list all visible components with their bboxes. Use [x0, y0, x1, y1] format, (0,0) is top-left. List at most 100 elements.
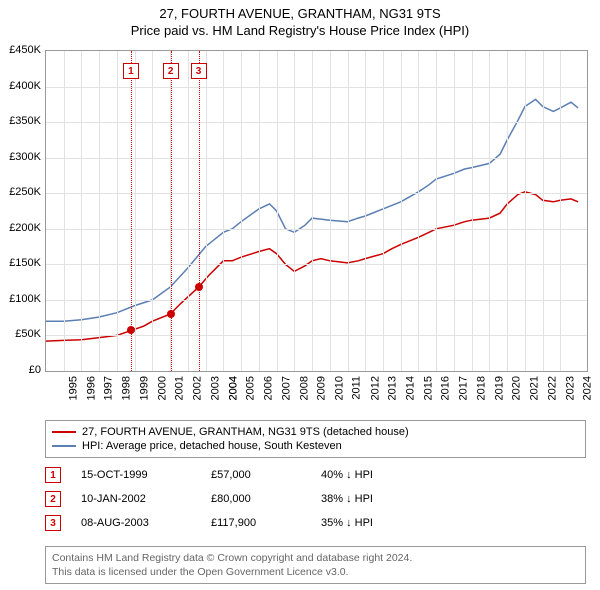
legend-label: 27, FOURTH AVENUE, GRANTHAM, NG31 9TS (d… — [82, 426, 409, 438]
gridline-vertical — [525, 51, 526, 371]
sale-marker-dot — [127, 326, 135, 334]
gridline-vertical — [81, 51, 82, 371]
sales-row-pct: 38% ↓ HPI — [321, 493, 431, 505]
x-tick-label: 2011 — [350, 376, 362, 400]
sales-row-date: 10-JAN-2002 — [81, 493, 191, 505]
sales-table: 115-OCT-1999£57,00040% ↓ HPI210-JAN-2002… — [45, 463, 586, 535]
gridline-vertical — [206, 51, 207, 371]
x-tick-label: 1997 — [103, 376, 115, 400]
sale-marker-line — [171, 51, 172, 371]
x-tick-label: 2010 — [334, 376, 346, 400]
gridline-horizontal — [46, 229, 587, 230]
y-tick-label: £150K — [9, 257, 41, 269]
gridline-vertical — [330, 51, 331, 371]
sales-row-pct: 35% ↓ HPI — [321, 517, 431, 529]
gridline-vertical — [436, 51, 437, 371]
gridline-vertical — [294, 51, 295, 371]
x-tick-label: 2023 — [564, 376, 576, 400]
gridline-horizontal — [46, 300, 587, 301]
x-tick-label: 2003 — [209, 376, 221, 400]
x-tick-label: 2006 — [263, 376, 275, 400]
y-tick-label: £400K — [9, 80, 41, 92]
x-tick-label: 2022 — [546, 376, 558, 400]
gridline-horizontal — [46, 264, 587, 265]
x-tick-label: 2017 — [458, 376, 470, 400]
x-axis: 1995199619971998199920002001200220032004… — [45, 372, 588, 422]
x-tick-label: 2014 — [405, 376, 417, 400]
sales-row: 3 08-AUG-2003 £117,900 35% ↓ HPI — [45, 511, 586, 535]
gridline-vertical — [472, 51, 473, 371]
legend-row: HPI: Average price, detached house, Sout… — [52, 439, 579, 453]
sales-row-marker: 3 — [45, 515, 61, 531]
chart-legend: 27, FOURTH AVENUE, GRANTHAM, NG31 9TS (d… — [45, 420, 586, 458]
gridline-vertical — [152, 51, 153, 371]
y-tick-label: £0 — [29, 364, 41, 376]
gridline-vertical — [135, 51, 136, 371]
y-tick-label: £450K — [9, 44, 41, 56]
y-axis: £0£50K£100K£150K£200K£250K£300K£350K£400… — [0, 50, 45, 372]
sales-row-pct: 40% ↓ HPI — [321, 469, 431, 481]
sale-marker-line — [131, 51, 132, 371]
x-tick-label: 2004 — [227, 376, 239, 400]
sale-marker-dot — [167, 310, 175, 318]
y-tick-label: £350K — [9, 115, 41, 127]
gridline-vertical — [259, 51, 260, 371]
gridline-vertical — [454, 51, 455, 371]
gridline-vertical — [507, 51, 508, 371]
x-tick-label: 2024 — [582, 376, 594, 400]
x-tick-label: 2020 — [511, 376, 523, 400]
sales-row-date: 08-AUG-2003 — [81, 517, 191, 529]
legend-label: HPI: Average price, detached house, Sout… — [82, 440, 342, 452]
sales-row: 115-OCT-1999£57,00040% ↓ HPI — [45, 463, 586, 487]
legend-swatch — [52, 445, 76, 447]
gridline-vertical — [543, 51, 544, 371]
footer-attribution: Contains HM Land Registry data © Crown c… — [45, 546, 586, 584]
gridline-vertical — [312, 51, 313, 371]
legend-row: 27, FOURTH AVENUE, GRANTHAM, NG31 9TS (d… — [52, 425, 579, 439]
x-tick-label: 1998 — [121, 376, 133, 400]
chart-lines — [46, 51, 587, 371]
footer-line-2: This data is licensed under the Open Gov… — [52, 565, 579, 579]
x-tick-label: 2005 — [245, 376, 257, 400]
chart-title: 27, FOURTH AVENUE, GRANTHAM, NG31 9TS Pr… — [0, 0, 600, 40]
gridline-vertical — [64, 51, 65, 371]
x-tick-label: 2012 — [369, 376, 381, 400]
sale-marker-box: 1 — [123, 63, 139, 79]
x-tick-label: 2000 — [156, 376, 168, 400]
gridline-vertical — [365, 51, 366, 371]
x-tick-label: 2016 — [440, 376, 452, 400]
sale-marker-box: 2 — [163, 63, 179, 79]
title-address: 27, FOURTH AVENUE, GRANTHAM, NG31 9TS — [0, 6, 600, 23]
title-subtitle: Price paid vs. HM Land Registry's House … — [0, 23, 600, 40]
legend-swatch — [52, 431, 76, 433]
gridline-horizontal — [46, 158, 587, 159]
x-tick-label: 1995 — [67, 376, 79, 400]
y-tick-label: £100K — [9, 293, 41, 305]
gridline-vertical — [383, 51, 384, 371]
sales-row-marker: 2 — [45, 491, 61, 507]
gridline-horizontal — [46, 122, 587, 123]
sales-row-date: 15-OCT-1999 — [81, 469, 191, 481]
sale-marker-line — [199, 51, 200, 371]
x-tick-label: 2015 — [422, 376, 434, 400]
x-tick-label: 2007 — [280, 376, 292, 400]
sales-row-marker: 1 — [45, 467, 61, 483]
gridline-vertical — [348, 51, 349, 371]
y-tick-label: £300K — [9, 151, 41, 163]
gridline-vertical — [401, 51, 402, 371]
y-tick-label: £50K — [15, 328, 41, 340]
sale-marker-dot — [195, 283, 203, 291]
x-tick-label: 2008 — [298, 376, 310, 400]
x-tick-label: 1996 — [85, 376, 97, 400]
sales-row-price: £80,000 — [211, 493, 301, 505]
gridline-vertical — [560, 51, 561, 371]
chart-plot-area: 123 — [45, 50, 588, 372]
x-tick-label: 2021 — [529, 376, 541, 400]
y-tick-label: £200K — [9, 222, 41, 234]
gridline-vertical — [277, 51, 278, 371]
gridline-vertical — [188, 51, 189, 371]
gridline-vertical — [99, 51, 100, 371]
x-tick-label: 2009 — [316, 376, 328, 400]
sales-row-price: £117,900 — [211, 517, 301, 529]
x-tick-label: 1999 — [138, 376, 150, 400]
